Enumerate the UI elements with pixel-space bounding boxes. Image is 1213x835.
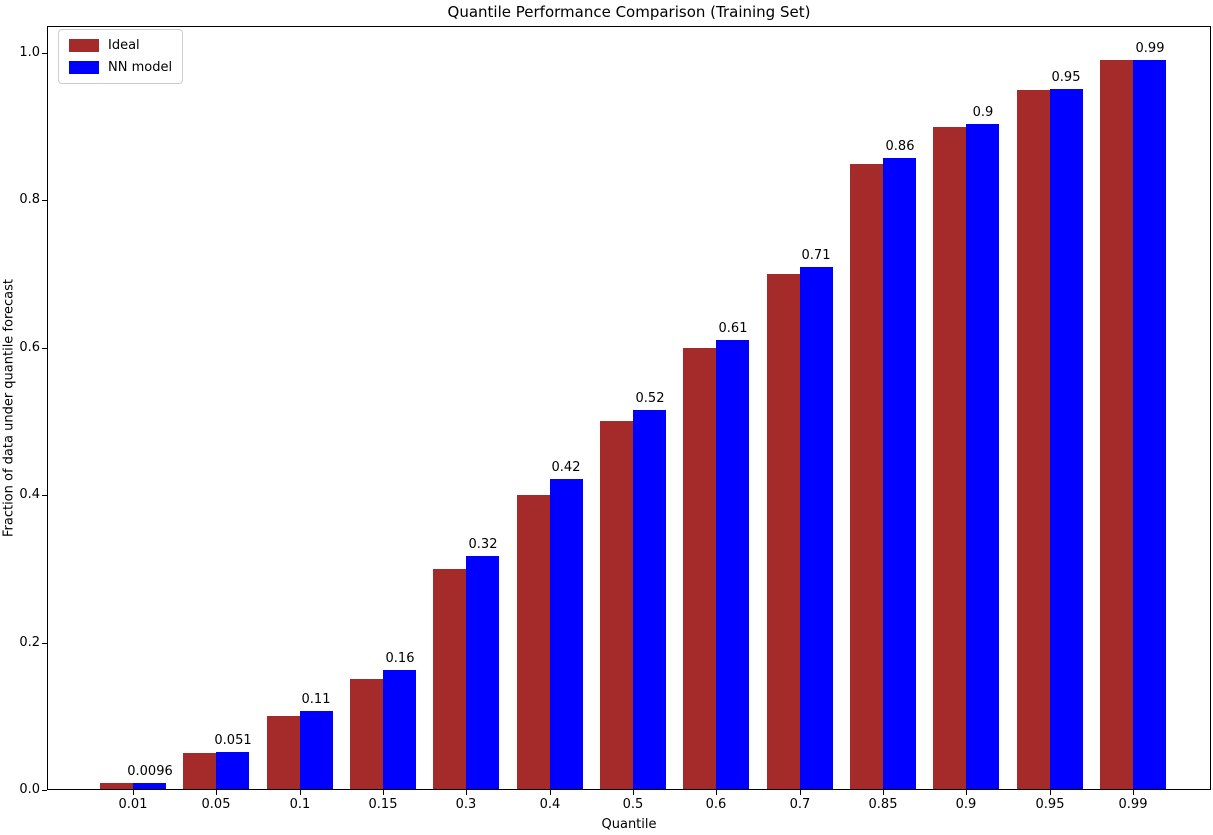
x-tick-mark [633,790,634,795]
x-tick-mark [133,790,134,795]
y-tick-mark [42,200,47,201]
x-tick-label: 0.01 [118,797,148,812]
y-tick-label: 1.0 [19,45,40,60]
bar-value-label: 0.42 [551,460,581,475]
bar-value-label: 0.71 [801,248,831,263]
x-tick-label: 0.9 [955,797,977,812]
y-tick-label: 0.4 [19,487,40,502]
x-tick-label: 0.95 [1035,797,1065,812]
bar-ideal [433,569,466,790]
bar-ideal [683,348,716,790]
x-tick-label: 0.3 [455,797,477,812]
bar-ideal [1017,90,1050,790]
x-tick-label: 0.99 [1118,797,1148,812]
x-axis-label: Quantile [601,817,657,832]
bar-value-label: 0.86 [885,139,915,154]
bar-nn-model [1050,89,1083,790]
legend-entry-nn-model: NN model [69,60,172,75]
legend-swatch-ideal [69,39,99,52]
x-tick-mark [300,790,301,795]
x-tick-mark [550,790,551,795]
bar-nn-model [466,556,499,790]
bar-ideal [1100,60,1133,790]
x-tick-label: 0.85 [868,797,898,812]
y-axis-label: Fraction of data under quantile forecast [1,278,17,538]
bar-nn-model [1133,60,1166,790]
x-tick-mark [1133,790,1134,795]
bar-value-label: 0.9 [972,105,994,120]
x-tick-mark [1050,790,1051,795]
x-tick-mark [883,790,884,795]
plot-area [47,26,1211,790]
bar-nn-model [716,340,749,790]
x-tick-label: 0.5 [622,797,644,812]
bar-nn-model [216,752,249,790]
bar-ideal [100,783,133,790]
x-tick-mark [216,790,217,795]
bar-value-label: 0.52 [635,391,665,406]
bar-value-label: 0.32 [468,537,498,552]
x-tick-label: 0.1 [289,797,311,812]
bar-value-label: 0.99 [1135,41,1165,56]
bar-ideal [600,421,633,790]
x-tick-label: 0.4 [539,797,561,812]
y-tick-mark [42,790,47,791]
bar-ideal [267,716,300,790]
bar-ideal [933,127,966,790]
legend-label-nn-model: NN model [108,60,173,75]
bar-nn-model [383,670,416,790]
x-tick-label: 0.15 [368,797,398,812]
x-tick-label: 0.05 [201,797,231,812]
x-tick-mark [383,790,384,795]
bar-nn-model [633,410,666,790]
bar-value-label: 0.11 [301,692,331,707]
y-tick-mark [42,643,47,644]
y-tick-mark [42,348,47,349]
bar-ideal [183,753,216,790]
bar-nn-model [883,158,916,790]
bar-nn-model [800,267,833,790]
x-tick-mark [966,790,967,795]
y-tick-label: 0.2 [19,635,40,650]
bar-nn-model [550,479,583,790]
legend-entry-ideal: Ideal [69,38,172,53]
x-tick-mark [800,790,801,795]
bar-ideal [767,274,800,790]
bar-nn-model [133,783,166,790]
y-tick-label: 0.6 [19,340,40,355]
bar-ideal [850,164,883,790]
y-tick-label: 0.0 [19,782,40,797]
y-tick-mark [42,53,47,54]
bar-nn-model [966,124,999,790]
y-tick-label: 0.8 [19,192,40,207]
y-tick-mark [42,495,47,496]
bar-value-label: 0.95 [1051,70,1081,85]
x-tick-mark [716,790,717,795]
bar-value-label: 0.61 [718,321,748,336]
bar-nn-model [300,711,333,790]
legend-label-ideal: Ideal [108,38,140,53]
x-tick-label: 0.6 [705,797,727,812]
legend-swatch-nn-model [69,61,99,74]
bar-ideal [517,495,550,790]
bar-ideal [350,679,383,790]
bar-value-label: 0.051 [214,733,252,748]
bar-value-label: 0.0096 [127,764,173,779]
bar-value-label: 0.16 [385,651,415,666]
chart-title: Quantile Performance Comparison (Trainin… [447,3,811,21]
x-tick-mark [466,790,467,795]
x-tick-label: 0.7 [789,797,811,812]
legend: Ideal NN model [58,29,184,84]
